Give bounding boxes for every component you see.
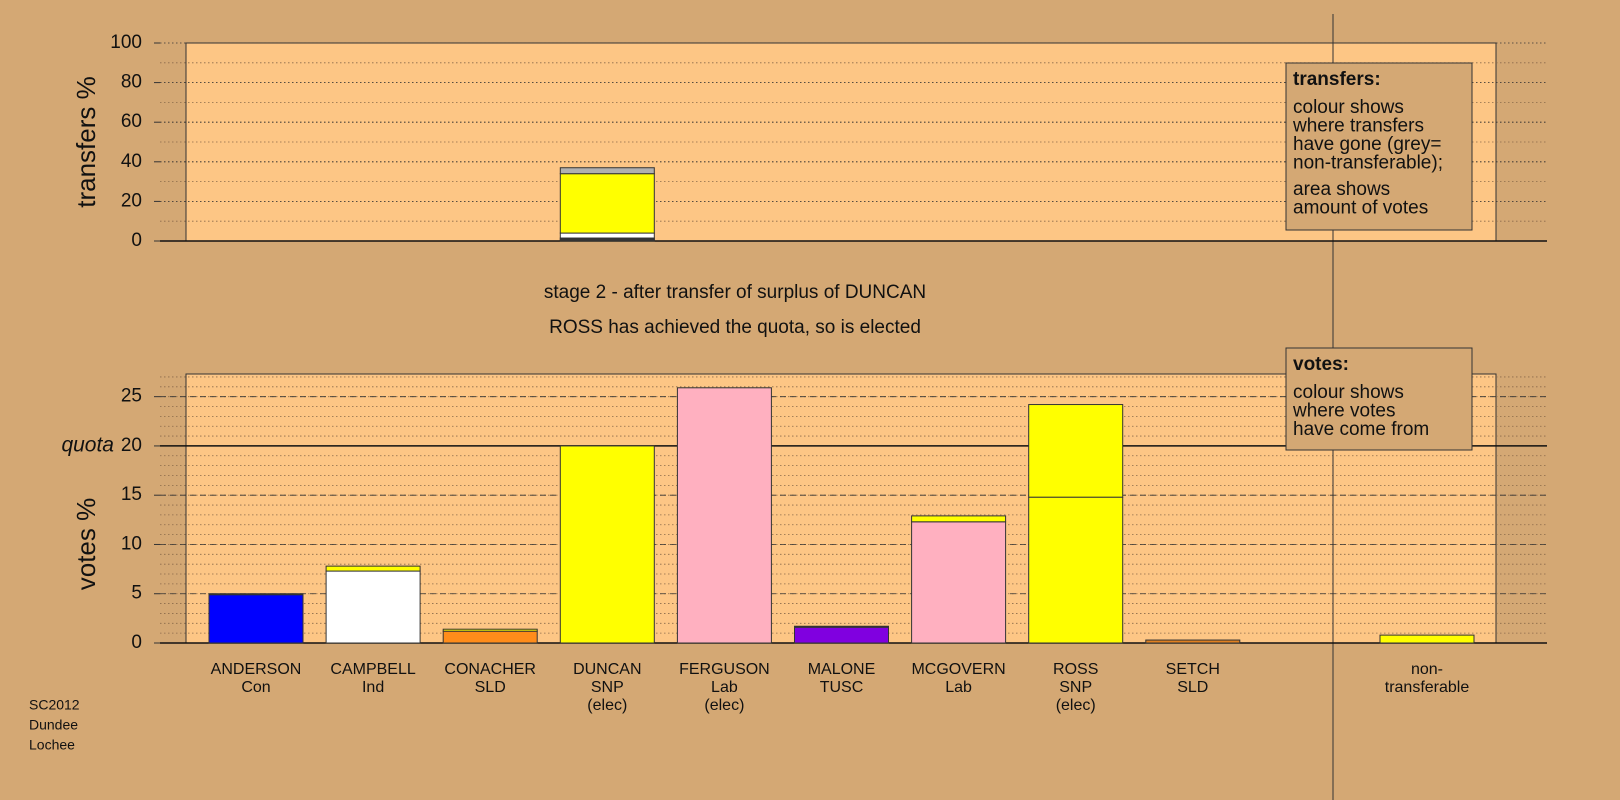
bar-segment: [911, 515, 1007, 523]
x-tick-label: SLD: [475, 679, 506, 696]
note-box: [1285, 347, 1473, 451]
footnote: Lochee: [29, 737, 75, 753]
note-text: have gone (grey=: [1293, 134, 1441, 155]
y-tick-label: 80: [121, 72, 142, 93]
bar-segment: [1028, 404, 1124, 498]
x-tick-label: TUSC: [820, 679, 864, 696]
bar-segment: [1145, 639, 1241, 644]
quota-label: quota: [61, 433, 114, 456]
x-tick-label: SETCH: [1166, 661, 1220, 678]
x-tick-label: ROSS: [1053, 661, 1098, 678]
x-tick-label: Con: [241, 679, 270, 696]
bar-segment: [794, 626, 889, 644]
y-tick-label: 40: [121, 151, 142, 172]
y-tick-label: 60: [121, 111, 142, 132]
x-tick-label: SNP: [1059, 679, 1092, 696]
bar-segment: [325, 570, 421, 644]
footnote: Dundee: [29, 717, 78, 733]
note-text: amount of votes: [1293, 198, 1428, 219]
x-tick-label: non-: [1411, 661, 1443, 678]
x-tick-label: CAMPBELL: [330, 661, 415, 678]
x-tick-label: SLD: [1177, 679, 1208, 696]
x-tick-label: FERGUSON: [679, 661, 770, 678]
note-text: area shows: [1293, 179, 1390, 200]
bar-segment: [442, 628, 538, 632]
x-tick-label: SNP: [591, 679, 624, 696]
note-text: colour shows: [1293, 382, 1404, 403]
note-text: non-transferable);: [1293, 153, 1443, 174]
x-tick-label: (elec): [1056, 697, 1096, 714]
x-tick-label: CONACHER: [444, 661, 536, 678]
bar-segment: [794, 625, 889, 628]
bar-segment: [1028, 496, 1124, 644]
note-text: have come from: [1293, 419, 1429, 440]
bar-segment: [559, 167, 655, 175]
note-text: where votes: [1292, 401, 1395, 422]
y-tick-label: 100: [110, 32, 142, 53]
bar-segment: [676, 387, 772, 644]
bar-segment: [559, 445, 655, 644]
bar-segment: [559, 173, 655, 234]
x-tick-label: ANDERSON: [211, 661, 302, 678]
bar-segment: [208, 594, 304, 644]
y-axis-label: votes %: [71, 498, 101, 591]
note-heading: transfers:: [1293, 69, 1381, 90]
y-tick-label: 15: [121, 484, 142, 505]
note-text: colour shows: [1293, 97, 1404, 118]
stage-text: stage 2 - after transfer of surplus of D…: [544, 282, 926, 303]
x-tick-label: MALONE: [808, 661, 876, 678]
y-tick-label: 10: [121, 533, 142, 554]
bar-segment: [1379, 634, 1475, 644]
bar-segment: [911, 521, 1007, 644]
y-tick-label: 0: [131, 632, 142, 653]
x-tick-label: DUNCAN: [573, 661, 641, 678]
stage-text: ROSS has achieved the quota, so is elect…: [549, 317, 921, 338]
y-axis-label: transfers %: [71, 76, 101, 208]
note-heading: votes:: [1293, 354, 1349, 375]
x-tick-label: (elec): [704, 697, 744, 714]
x-tick-label: Lab: [711, 679, 738, 696]
y-tick-label: 20: [121, 435, 142, 456]
bar-segment: [559, 232, 655, 239]
x-tick-label: (elec): [587, 697, 627, 714]
x-tick-label: transferable: [1385, 679, 1470, 696]
x-tick-label: Lab: [945, 679, 972, 696]
note-text: where transfers: [1292, 116, 1424, 137]
note-box: [1285, 62, 1473, 231]
bar-segment: [442, 630, 538, 644]
y-tick-label: 0: [131, 230, 142, 251]
y-tick-label: 5: [131, 583, 142, 604]
x-tick-label: Ind: [362, 679, 384, 696]
bar-segment: [325, 565, 421, 572]
bar-segment: [208, 593, 304, 596]
footnote: SC2012: [29, 697, 80, 713]
x-tick-label: MCGOVERN: [911, 661, 1005, 678]
y-tick-label: 20: [121, 190, 142, 211]
y-tick-label: 25: [121, 386, 142, 407]
